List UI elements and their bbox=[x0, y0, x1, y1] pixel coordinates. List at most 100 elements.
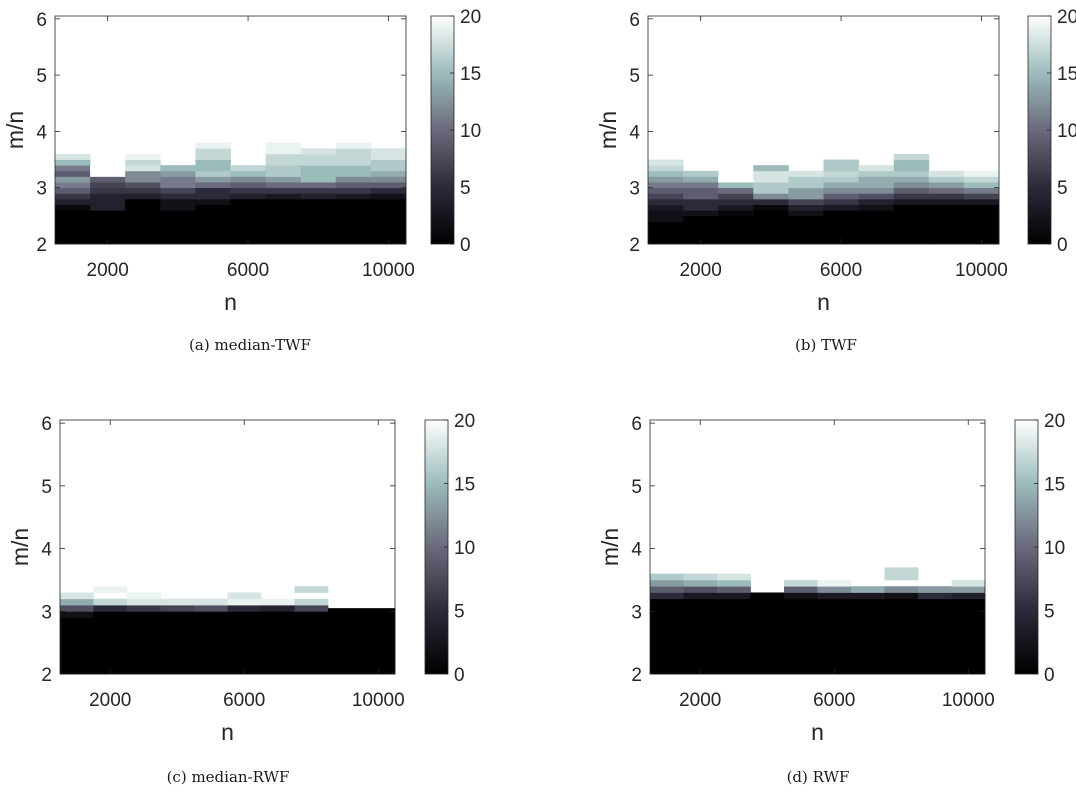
heatmap-cell bbox=[918, 598, 952, 675]
y-tick-label: 2 bbox=[631, 665, 642, 686]
heatmap-cell bbox=[195, 204, 231, 245]
heatmap-cell bbox=[90, 210, 126, 245]
heatmap-cell bbox=[335, 148, 372, 166]
heatmap-cell bbox=[90, 193, 126, 211]
heatmap-cell bbox=[788, 204, 824, 211]
heatmap-cell bbox=[683, 573, 718, 581]
heatmap-cell bbox=[683, 187, 719, 200]
heatmap-cell bbox=[858, 176, 895, 189]
heatmap-cell bbox=[55, 165, 91, 172]
x-tick-label: 6000 bbox=[820, 260, 862, 281]
heatmap-cell bbox=[55, 204, 91, 211]
y-tick-label: 3 bbox=[629, 179, 640, 200]
heatmap-cell bbox=[125, 159, 161, 166]
heatmap-cell bbox=[718, 198, 754, 205]
heatmap-cell bbox=[125, 153, 161, 160]
heatmap-cell bbox=[227, 611, 262, 675]
heatmap-cell bbox=[648, 182, 684, 189]
heatmap-cell bbox=[928, 187, 965, 194]
heatmap-cell bbox=[227, 598, 262, 606]
heatmap-cell bbox=[294, 598, 329, 606]
heatmap-cell bbox=[648, 187, 684, 194]
x-axis-label: n bbox=[224, 289, 237, 315]
heatmap-cell bbox=[60, 598, 94, 606]
heatmap-cell bbox=[195, 148, 231, 160]
heatmap-cell bbox=[928, 182, 965, 189]
heatmap-cell bbox=[370, 148, 407, 160]
heatmap-cell bbox=[227, 592, 262, 600]
heatmap-cell bbox=[928, 198, 965, 205]
heatmap-cell bbox=[230, 165, 266, 172]
heatmap-cell bbox=[650, 592, 684, 600]
heatmap-cell bbox=[370, 159, 407, 172]
heatmap-cell bbox=[125, 182, 161, 189]
heatmap-cell bbox=[918, 592, 952, 600]
x-tick-label: 10000 bbox=[362, 260, 415, 281]
heatmap-cell bbox=[265, 142, 302, 155]
heatmap-cell bbox=[230, 176, 266, 183]
colorbar bbox=[1028, 16, 1051, 244]
heatmap-cell bbox=[335, 187, 372, 194]
heatmap-cell bbox=[951, 598, 986, 675]
heatmap-cell bbox=[683, 579, 718, 587]
heatmap-panel: 2 3 4 5 6 2000 6000 10000 n m/n 0 5 10 15 20 (d) RWF bbox=[597, 411, 1065, 786]
y-tick-label: 2 bbox=[41, 665, 52, 686]
heatmap-cell bbox=[195, 187, 231, 200]
heatmap-cell bbox=[335, 165, 372, 177]
heatmap-cell bbox=[335, 176, 372, 183]
heatmap-cell bbox=[784, 579, 818, 587]
heatmap-cell bbox=[893, 170, 930, 177]
heatmap-cell bbox=[125, 165, 161, 172]
y-tick-label: 2 bbox=[36, 235, 47, 256]
heatmap-cell bbox=[788, 170, 824, 177]
heatmap-cell bbox=[125, 187, 161, 194]
axes-frame bbox=[54, 15, 407, 245]
heatmap-cell bbox=[55, 210, 91, 245]
heatmap-cell bbox=[650, 598, 684, 675]
y-tick-label: 5 bbox=[631, 477, 642, 498]
heatmap-cell bbox=[160, 187, 196, 194]
heatmap-cell bbox=[893, 153, 930, 160]
heatmap-cell bbox=[928, 193, 965, 200]
heatmap-cell bbox=[823, 170, 859, 177]
y-tick-label: 3 bbox=[41, 602, 52, 623]
heatmap-cell bbox=[127, 611, 161, 675]
y-tick-label: 6 bbox=[629, 10, 640, 31]
heatmap-cell bbox=[893, 198, 930, 205]
heatmap-cell bbox=[683, 592, 718, 600]
heatmap-cell bbox=[963, 193, 1000, 200]
heatmap-cell bbox=[823, 159, 859, 172]
heatmap-panel: 2 3 4 5 6 2000 6000 10000 n m/n 0 5 10 15 20 (b) TWF bbox=[595, 7, 1076, 354]
heatmap-cell bbox=[125, 198, 161, 245]
heatmap-cell bbox=[55, 187, 91, 194]
heatmap-cell bbox=[195, 142, 231, 149]
heatmap-cell bbox=[817, 598, 852, 675]
heatmap-cell bbox=[851, 592, 885, 600]
heatmap-cell bbox=[823, 187, 859, 194]
heatmap-cell bbox=[230, 198, 266, 245]
heatmap-cell bbox=[294, 586, 329, 593]
heatmap-cell bbox=[160, 198, 196, 211]
heatmap-cell bbox=[160, 598, 195, 606]
heatmap-cell bbox=[227, 605, 262, 612]
heatmap-cell bbox=[370, 198, 407, 245]
heatmap-cell bbox=[230, 187, 266, 194]
heatmap-cell bbox=[300, 187, 337, 194]
x-tick-label: 2000 bbox=[679, 690, 721, 711]
heatmap-cell bbox=[55, 198, 91, 205]
subfigure-caption: (d) RWF bbox=[787, 768, 850, 786]
heatmap-cell bbox=[753, 210, 789, 245]
y-tick-label: 2 bbox=[629, 235, 640, 256]
heatmap-cell bbox=[884, 592, 919, 600]
heatmap-cell bbox=[127, 605, 161, 612]
x-tick-label: 2000 bbox=[87, 260, 129, 281]
heatmap-cell bbox=[195, 198, 231, 205]
heatmap-cell bbox=[261, 598, 295, 606]
heatmap-cell bbox=[55, 170, 91, 177]
axes-frame bbox=[59, 419, 396, 675]
heatmap-cell bbox=[858, 187, 895, 194]
heatmap-cell bbox=[265, 153, 302, 166]
heatmap-cell bbox=[648, 198, 684, 205]
heatmap-cell bbox=[753, 182, 789, 194]
heatmap-cell bbox=[753, 193, 789, 200]
